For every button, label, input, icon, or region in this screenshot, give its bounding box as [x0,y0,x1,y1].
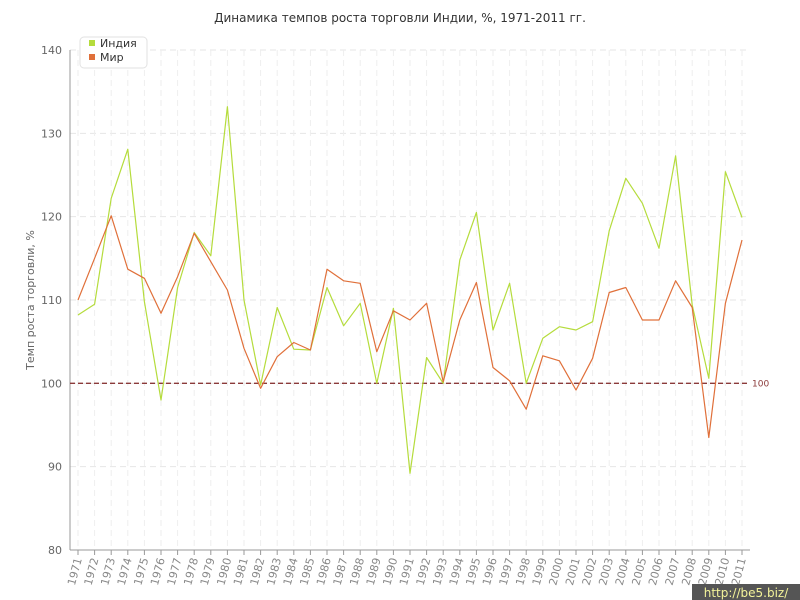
y-tick-label: 120 [41,211,62,224]
watermark-text: http://be5.biz/ [704,586,789,600]
y-tick-label: 130 [41,127,62,140]
series-lines [77,106,743,474]
reference-line-label: 100 [752,379,769,389]
legend-swatch [89,40,95,46]
x-tick-label: 2011 [729,556,749,586]
legend-box [79,36,148,69]
watermark: http://be5.biz/ [692,584,800,600]
series-line-1 [77,106,743,474]
chart-title: Динамика темпов роста торговли Индии, %,… [214,11,586,25]
grid [70,49,750,550]
y-tick-label: 140 [41,44,62,57]
y-axis-label: Темп роста торговли, % [24,230,37,371]
y-tick-label: 90 [48,461,62,474]
legend-label: Мир [100,51,124,64]
reference-line-group: 100 [70,379,769,389]
y-tick-label: 110 [41,294,62,307]
legend-label: Индия [100,37,137,50]
y-tick-label: 100 [41,377,62,390]
y-tick-label: 80 [48,544,62,557]
series-line-2 [77,215,743,439]
legend-swatch [89,54,95,60]
